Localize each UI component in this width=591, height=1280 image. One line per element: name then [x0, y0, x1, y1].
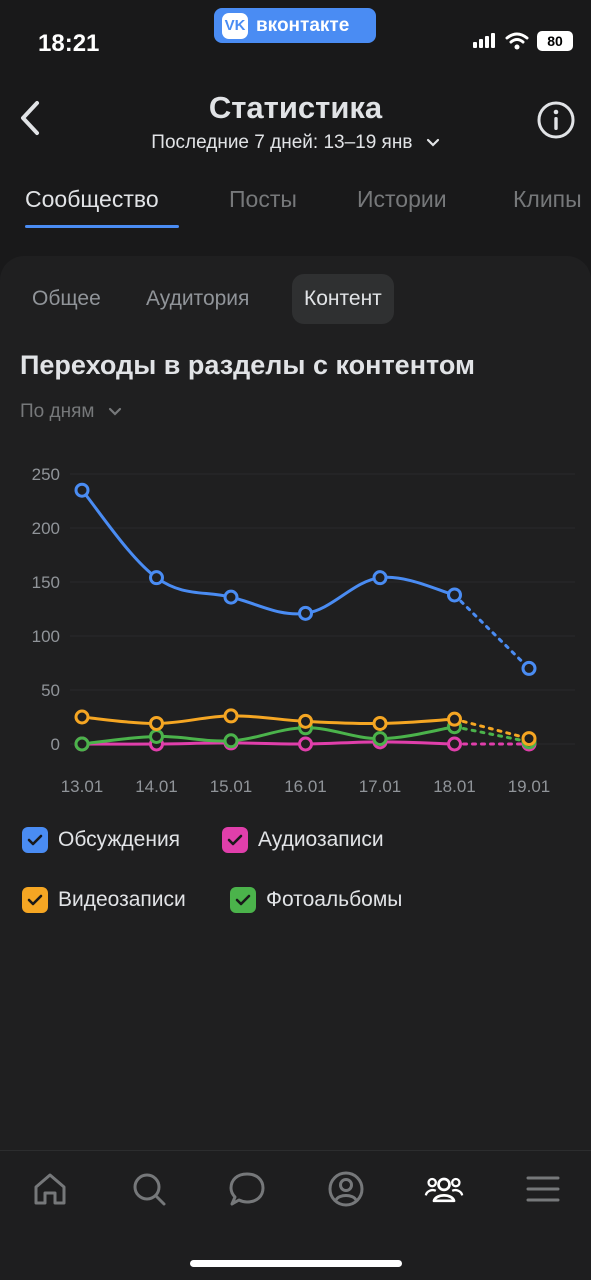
data-point	[298, 736, 313, 752]
data-point	[521, 731, 537, 747]
data-point	[298, 713, 313, 729]
vk-app-pill[interactable]: VK вконтакте	[214, 8, 376, 43]
period-selector[interactable]: Последние 7 дней: 13–19 янв	[0, 132, 591, 154]
data-point	[372, 731, 388, 747]
tab-clips[interactable]: Клипы	[513, 186, 582, 212]
vk-logo-icon: VK	[222, 12, 248, 39]
legend-label: Обсуждения	[58, 828, 181, 851]
data-point	[223, 708, 239, 724]
data-point	[149, 728, 164, 744]
data-point	[372, 715, 388, 731]
series-line-projected	[453, 717, 531, 741]
series-line	[80, 725, 456, 746]
data-point	[223, 733, 239, 749]
chevron-left-icon	[21, 101, 39, 135]
grouping-selector[interactable]: По дням	[20, 401, 122, 423]
x-tick-label: 14.01	[135, 777, 178, 796]
chevron-down-icon	[426, 138, 439, 147]
x-tick-label: 15.01	[210, 777, 253, 796]
signal-icon	[473, 33, 495, 48]
tab-community[interactable]: Сообщество	[25, 186, 159, 212]
y-tick-label: 0	[51, 735, 60, 754]
community-icon[interactable]	[424, 1169, 464, 1209]
x-tick-label: 16.01	[284, 777, 327, 796]
series-line-projected	[453, 593, 531, 670]
data-point	[447, 587, 462, 603]
data-point	[74, 709, 90, 725]
y-tick-label: 150	[32, 573, 60, 592]
legend-label: Фотоальбомы	[266, 888, 403, 911]
data-point	[74, 482, 90, 498]
y-tick-label: 100	[32, 627, 60, 646]
x-tick-label: 13.01	[61, 777, 104, 796]
tab-stories[interactable]: Истории	[357, 186, 447, 212]
tab-active-indicator	[25, 225, 179, 228]
subtab-audience[interactable]: Аудитория	[146, 287, 250, 310]
checkbox-checked-icon	[22, 887, 48, 913]
wifi-icon	[505, 32, 529, 50]
data-point	[372, 570, 388, 586]
data-point	[298, 605, 313, 621]
status-bar: 18:21 VK вконтакте 80	[0, 0, 591, 80]
subtab-content[interactable]: Контент	[292, 274, 394, 324]
section-title: Переходы в разделы с контентом	[20, 350, 475, 380]
search-icon[interactable]	[129, 1169, 169, 1209]
x-tick-label: 18.01	[433, 777, 476, 796]
series-line	[80, 714, 456, 726]
page-title: Статистика	[208, 90, 383, 125]
grouping-selector-label: По дням	[20, 401, 95, 422]
data-point	[223, 589, 239, 605]
info-button[interactable]	[536, 100, 576, 140]
home-icon[interactable]	[30, 1169, 70, 1209]
subtab-general[interactable]: Общее	[32, 287, 101, 310]
data-point	[521, 660, 537, 676]
y-tick-label: 200	[32, 519, 60, 538]
vk-pill-label: вконтакте	[256, 14, 350, 36]
series-line	[80, 740, 456, 746]
back-button[interactable]	[12, 98, 48, 138]
status-icons: 80	[473, 31, 573, 51]
profile-icon[interactable]	[326, 1169, 366, 1209]
top-tabs: Сообщество Посты Истории Клипы	[0, 180, 591, 230]
legend-item-videos[interactable]: Видеозаписи	[22, 887, 186, 913]
home-indicator	[190, 1260, 402, 1267]
legend-item-discussions[interactable]: Обсуждения	[22, 827, 180, 853]
status-time: 18:21	[38, 30, 100, 57]
menu-icon[interactable]	[523, 1169, 563, 1209]
y-tick-label: 50	[41, 681, 60, 700]
info-icon	[537, 101, 575, 139]
data-point	[447, 711, 462, 727]
checkbox-checked-icon	[230, 887, 256, 913]
battery-icon: 80	[537, 31, 573, 51]
chevron-down-icon	[108, 407, 121, 416]
checkbox-checked-icon	[22, 827, 48, 853]
legend-item-photo-albums[interactable]: Фотоальбомы	[230, 887, 402, 913]
bottom-tab-bar	[0, 1150, 591, 1280]
header: Статистика Последние 7 дней: 13–19 янв	[0, 80, 591, 170]
data-point	[149, 570, 164, 586]
series-line-projected	[453, 725, 531, 744]
tab-posts[interactable]: Посты	[229, 186, 297, 212]
x-tick-label: 19.01	[508, 777, 551, 796]
checkbox-checked-icon	[222, 827, 248, 853]
x-tick-label: 17.01	[359, 777, 402, 796]
period-selector-label: Последние 7 дней: 13–19 янв	[151, 132, 413, 153]
data-point	[447, 736, 462, 752]
y-tick-label: 250	[32, 465, 60, 484]
legend-label: Аудиозаписи	[258, 828, 384, 851]
legend-item-audio[interactable]: Аудиозаписи	[222, 827, 384, 853]
series-line	[80, 488, 456, 616]
line-chart: 0 50 100 150 200 250 13.01 14.01 15.01 16.01 17.01…	[32, 465, 575, 796]
data-point	[74, 736, 90, 752]
data-point	[149, 715, 164, 731]
content-card: Общее Аудитория Контент Переходы в разде…	[0, 256, 591, 1280]
legend-label: Видеозаписи	[58, 888, 186, 911]
messages-icon[interactable]	[227, 1169, 267, 1209]
